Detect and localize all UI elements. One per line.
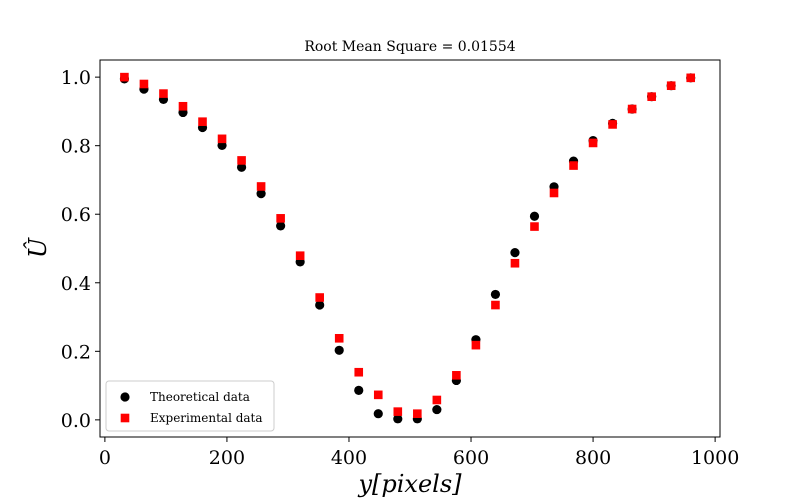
theoretical-point [373, 409, 383, 419]
experimental-point [627, 104, 637, 114]
y-tick-label: 0.4 [61, 273, 91, 295]
experimental-point [588, 138, 598, 148]
legend-marker-square [120, 413, 130, 423]
legend-box [105, 380, 275, 432]
experimental-point [120, 72, 129, 82]
legend-marker-circle [120, 392, 130, 402]
experimental-point [686, 73, 696, 83]
experimental-point [276, 214, 285, 223]
experimental-point [393, 407, 403, 416]
experimental-point [217, 134, 227, 144]
x-axis-label: y[pixels] [357, 470, 462, 498]
points-layer [119, 72, 696, 424]
x-tick-label: 800 [575, 447, 611, 469]
experimental-point [373, 390, 383, 400]
experimental-point [139, 79, 149, 89]
legend-label: Experimental data [150, 411, 263, 425]
experimental-point [315, 293, 324, 302]
legend: Theoretical data Experimental data [105, 380, 275, 432]
y-tick-label: 0.2 [61, 341, 91, 363]
experimental-point [432, 395, 442, 405]
x-tick-label: 400 [331, 447, 367, 469]
experimental-point [647, 92, 656, 101]
experimental-point [413, 409, 422, 418]
experimental-point [256, 182, 266, 191]
y-tick-label: 1.0 [61, 67, 91, 89]
experimental-point [471, 340, 481, 350]
experimental-point [334, 333, 344, 343]
x-tick-label: 0 [99, 447, 111, 469]
y-axis-label: Û [23, 237, 52, 258]
x-tick-label: 600 [453, 447, 489, 469]
experimental-point [510, 258, 520, 268]
series-experimental [120, 72, 696, 418]
y-tick-label: 0.8 [61, 136, 91, 158]
experimental-point [159, 89, 168, 98]
theoretical-point [490, 289, 501, 300]
x-axis: 0 200 400 600 800 1000 [99, 437, 739, 469]
theoretical-point [315, 300, 325, 310]
theoretical-point [354, 385, 364, 395]
experimental-point [491, 300, 500, 310]
x-tick-label: 1000 [691, 447, 739, 469]
experimental-point [549, 188, 559, 198]
experimental-point [178, 101, 188, 111]
experimental-point [198, 117, 207, 126]
plot-frame [99, 59, 721, 438]
experimental-point [237, 156, 246, 165]
experimental-point [608, 120, 617, 129]
legend-label: Theoretical data [150, 390, 250, 404]
theoretical-point [276, 221, 286, 231]
theoretical-point [334, 345, 344, 355]
experimental-point [452, 371, 461, 380]
experimental-point [666, 81, 676, 91]
x-tick-label: 200 [209, 447, 245, 469]
experimental-point [530, 222, 539, 231]
experimental-point [354, 367, 364, 377]
theoretical-point [236, 162, 247, 172]
y-tick-label: 0.6 [61, 204, 91, 226]
y-axis: 0.0 0.2 0.4 0.6 0.8 1.0 [61, 67, 100, 432]
chart-title: Root Mean Square = 0.01554 [304, 39, 515, 55]
theoretical-point [432, 404, 442, 415]
theoretical-point [256, 189, 266, 199]
theoretical-point [510, 248, 520, 258]
experimental-point [295, 251, 305, 260]
theoretical-point [393, 414, 403, 424]
experimental-point [569, 161, 578, 170]
theoretical-point [529, 211, 540, 221]
y-tick-label: 0.0 [61, 410, 91, 432]
